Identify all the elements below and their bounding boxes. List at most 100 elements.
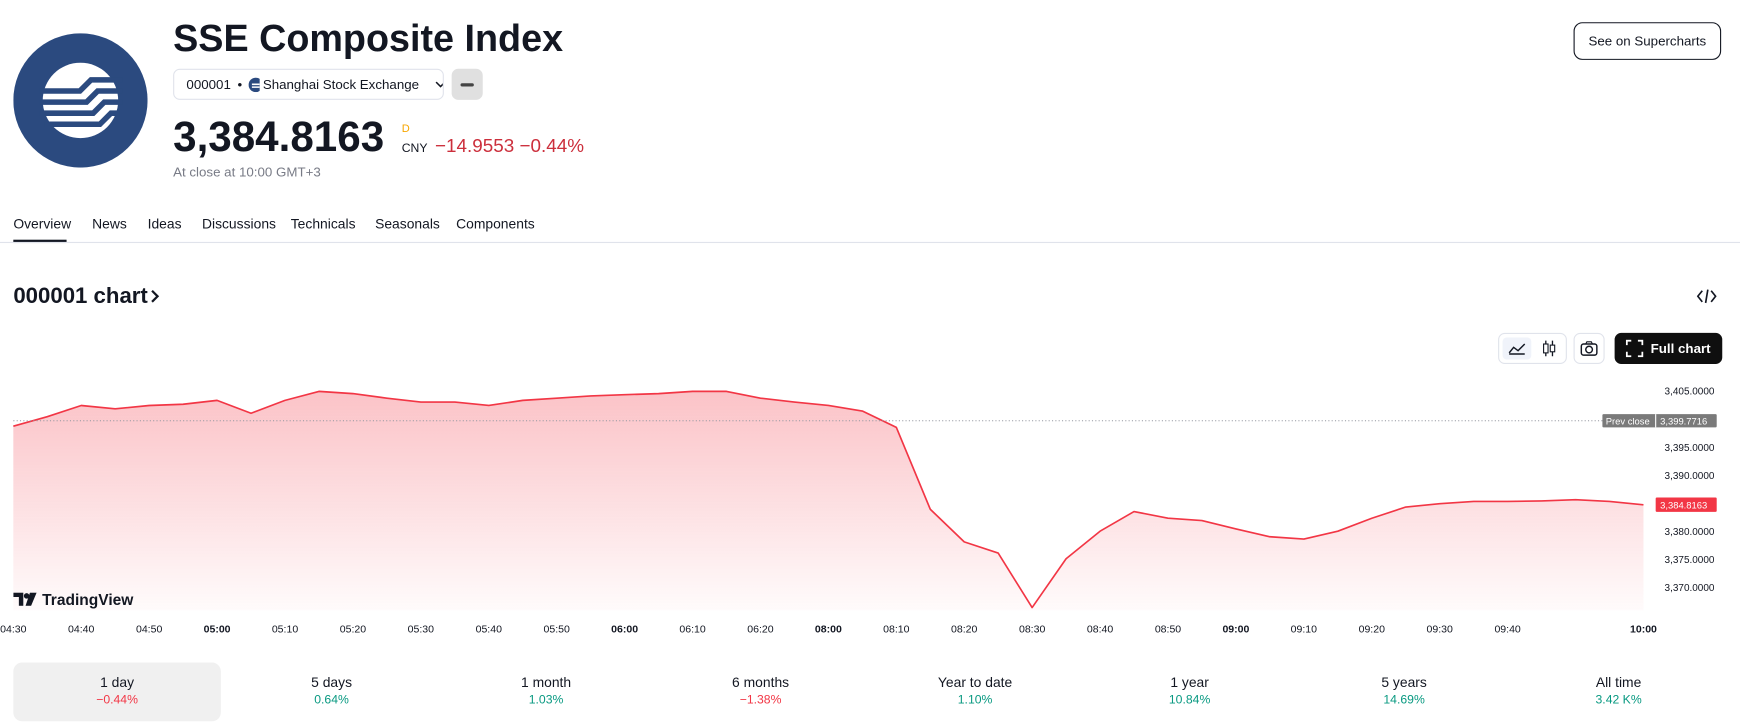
x-tick-label: 05:40 [476,624,502,636]
supercharts-button[interactable]: See on Supercharts [1573,22,1722,60]
x-tick-label: 09:10 [1291,624,1317,636]
x-tick-label: 04:40 [68,624,94,636]
period-change: 3.42 K% [1595,693,1642,707]
symbol-pill[interactable]: 000001 • Shanghai Stock Exchange [173,68,444,100]
full-chart-button[interactable]: Full chart [1614,332,1723,364]
chart-heading-text: 000001 chart [13,284,148,309]
period-label: 5 years [1381,674,1427,691]
tab[interactable]: Seasonals [375,216,440,232]
candle-button[interactable] [1535,337,1564,359]
period-label: All time [1595,674,1642,691]
x-tick-label: 08:40 [1087,624,1113,636]
chart-heading[interactable]: 000001 chart [13,284,161,310]
x-tick-label: 10:00 [1630,624,1657,636]
embed-icon[interactable] [1696,289,1717,305]
tv-logo [13,592,37,606]
tab[interactable]: News [92,216,127,232]
price-line [13,390,1644,609]
period-change: 1.03% [528,693,564,707]
close-note: At close at 10:00 GMT+3 [173,164,321,180]
x-tick-label: 05:10 [272,624,298,636]
period-change: −1.38% [739,693,782,707]
x-tick-label: 06:00 [611,624,638,636]
last-value-label: 3,384.8163 [1660,500,1707,511]
period-change: 0.64% [314,693,349,707]
prev-close-tag-bg [1602,414,1717,428]
full-chart-label: Full chart [1650,340,1711,357]
logo [13,33,148,168]
camera-icon [1580,341,1598,356]
chevron [435,81,443,88]
chevron [151,289,160,303]
period-label: 6 months [732,674,790,691]
chart: 3,405.0000 3,395.0000 3,390.0000 3,380.0000… [0,387,1717,636]
period[interactable]: 1 day −0.44% [13,662,221,722]
tab[interactable]: Ideas [147,216,182,232]
prev-close-value: 3,399.7716 [1660,416,1707,427]
period[interactable]: 1 month 1.03% [442,662,650,721]
last-value-tag [1655,497,1717,512]
period-label: 5 days [311,674,353,691]
price-change: −14.9553 −0.44% [435,135,584,157]
y-tick-label: 3,375.0000 [1665,555,1715,566]
exchange-icon [248,77,260,92]
x-tick-label: 06:10 [679,624,705,636]
x-tick-label: 08:10 [883,624,909,636]
change: −14.9553 [435,135,515,157]
price: 3,384.8163 [173,114,385,161]
period-change: 14.69% [1383,693,1425,707]
period-label: 1 year [1170,674,1209,691]
y-tick-label: 3,395.0000 [1665,443,1715,454]
symbol: 000001 [186,76,231,93]
tab[interactable]: Discussions [201,216,276,232]
period-label: 1 day [100,674,135,691]
period[interactable]: 1 year 10.84% [1086,662,1294,721]
period[interactable]: All time 3.42 K% [1515,662,1723,721]
collapse-button[interactable] [451,68,483,100]
x-tick-label: 08:20 [951,624,977,636]
y-tick-label: 3,380.0000 [1665,527,1715,538]
chart-type-group [1498,332,1567,364]
x-tick-label: 05:30 [408,624,434,636]
fullscreen-icon [1626,339,1644,358]
period[interactable]: 5 days 0.64% [228,662,436,721]
x-tick-label: 05:00 [204,624,231,636]
exchange: Shanghai Stock Exchange [262,76,420,93]
prev-close-name: Prev close [1606,416,1650,427]
tab[interactable]: Components [456,216,535,232]
period[interactable]: 5 years 14.69% [1300,662,1508,721]
currency: CNY [401,142,428,156]
x-tick-label: 09:20 [1359,624,1385,636]
area-fill [13,391,1644,611]
x-tick-label: 06:20 [747,624,773,636]
x-tick-label: 09:40 [1494,624,1520,636]
watermark-text: TradingView [42,590,134,609]
x-tick-label: 05:20 [340,624,366,636]
area-button[interactable] [1502,337,1532,360]
title: SSE Composite Index [173,17,564,60]
tab[interactable]: Technicals [290,216,356,232]
divider [0,241,1740,244]
x-tick-label: 08:50 [1155,624,1181,636]
change-percent: −0.44% [519,135,584,157]
x-tick-label: 09:00 [1222,624,1249,636]
period[interactable]: Year to date 1.10% [871,662,1079,721]
y-tick-label: 3,405.0000 [1665,387,1715,398]
watermark: TradingView [13,590,133,608]
tab[interactable]: Overview [13,216,72,232]
x-tick-label: 08:30 [1019,624,1045,636]
x-tick-label: 04:50 [136,624,162,636]
period[interactable]: 6 months −1.38% [657,662,865,721]
y-tick-label: 3,390.0000 [1665,471,1715,482]
period-change: 1.10% [957,693,993,707]
x-tick-label: 04:30 [0,624,26,636]
y-tick-label: 3,370.0000 [1665,583,1715,594]
x-tick-label: 09:30 [1427,624,1453,636]
screenshot-button[interactable] [1573,332,1605,364]
period-change: −0.44% [96,693,138,707]
period-label: Year to date [937,674,1013,691]
price-flag: D [401,123,410,136]
